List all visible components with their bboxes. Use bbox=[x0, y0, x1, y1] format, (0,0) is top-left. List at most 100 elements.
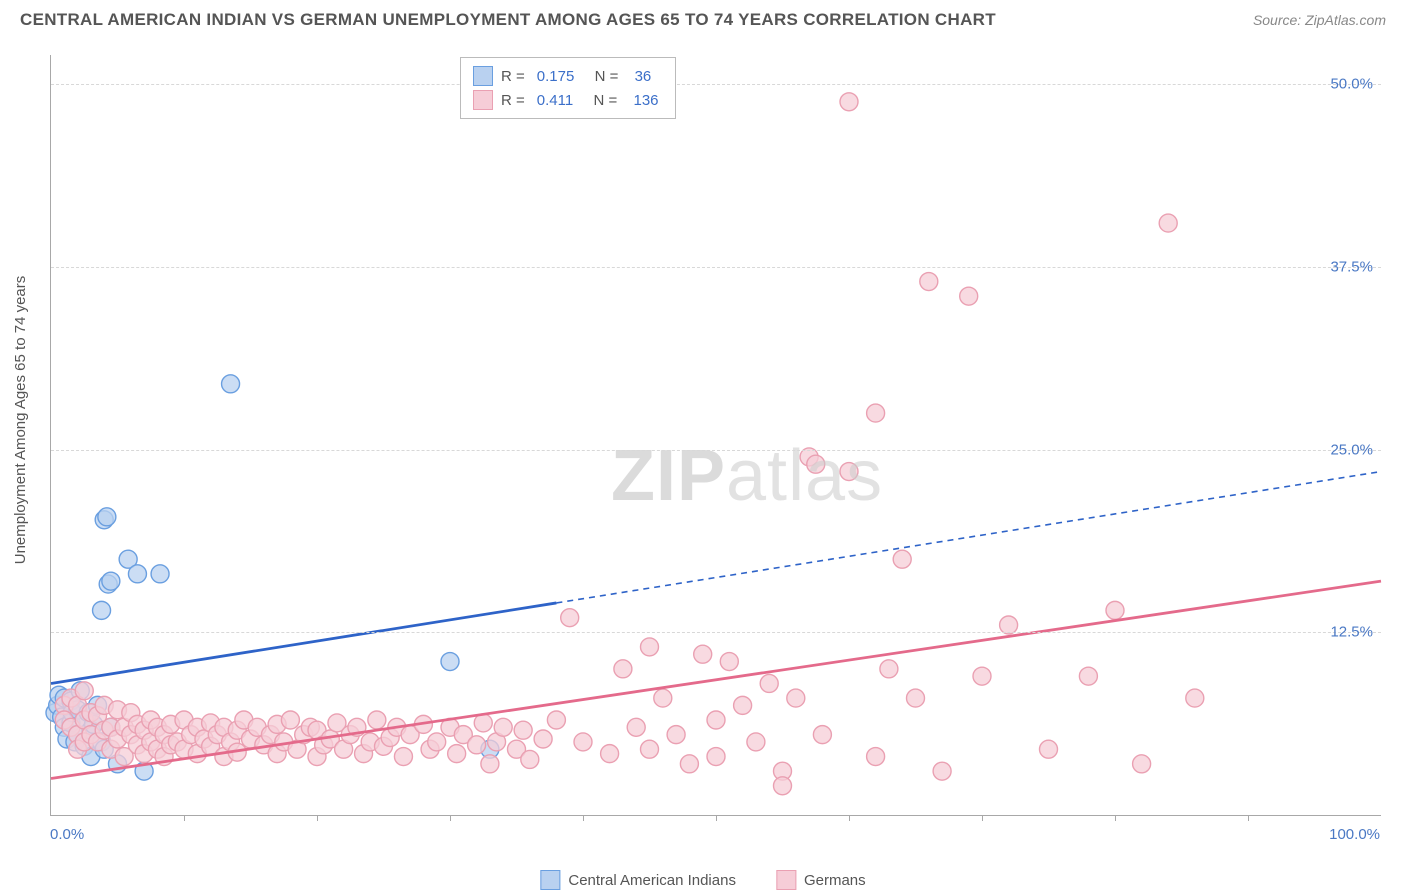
scatter-point-ger bbox=[1106, 601, 1124, 619]
scatter-point-ger bbox=[468, 736, 486, 754]
grid-line bbox=[51, 632, 1381, 633]
scatter-point-ger bbox=[534, 730, 552, 748]
scatter-point-ger bbox=[893, 550, 911, 568]
y-tick-label: 25.0% bbox=[1330, 441, 1373, 458]
y-axis-title: Unemployment Among Ages 65 to 74 years bbox=[12, 276, 29, 565]
scatter-svg bbox=[51, 55, 1381, 815]
plot-region: ZIPatlas 12.5%25.0%37.5%50.0% bbox=[50, 55, 1381, 816]
y-tick-label: 50.0% bbox=[1330, 76, 1373, 93]
scatter-point-ger bbox=[1000, 616, 1018, 634]
scatter-point-ger bbox=[807, 455, 825, 473]
scatter-point-ger bbox=[667, 726, 685, 744]
scatter-point-ger bbox=[601, 745, 619, 763]
source-attribution: Source: ZipAtlas.com bbox=[1253, 12, 1386, 28]
scatter-point-ger bbox=[747, 733, 765, 751]
scatter-point-ger bbox=[1040, 740, 1058, 758]
scatter-point-ger bbox=[641, 740, 659, 758]
x-tick bbox=[716, 815, 717, 821]
scatter-point-ger bbox=[627, 718, 645, 736]
legend-item-cai: Central American Indians bbox=[540, 870, 736, 890]
scatter-point-cai bbox=[441, 653, 459, 671]
scatter-point-ger bbox=[394, 748, 412, 766]
scatter-point-cai bbox=[128, 565, 146, 583]
stats-row-cai: R = 0.175 N = 36 bbox=[473, 64, 663, 88]
stats-row-ger: R = 0.411 N = 136 bbox=[473, 88, 663, 112]
chart-title: CENTRAL AMERICAN INDIAN VS GERMAN UNEMPL… bbox=[20, 10, 996, 30]
y-tick-label: 37.5% bbox=[1330, 258, 1373, 275]
scatter-point-ger bbox=[707, 748, 725, 766]
swatch-icon bbox=[473, 90, 493, 110]
scatter-point-ger bbox=[680, 755, 698, 773]
scatter-point-ger bbox=[561, 609, 579, 627]
scatter-point-ger bbox=[1186, 689, 1204, 707]
stat-n-value: 36 bbox=[626, 68, 655, 85]
grid-line bbox=[51, 450, 1381, 451]
scatter-point-ger bbox=[787, 689, 805, 707]
scatter-point-ger bbox=[654, 689, 672, 707]
scatter-point-ger bbox=[840, 463, 858, 481]
scatter-point-cai bbox=[93, 601, 111, 619]
scatter-point-ger bbox=[1079, 667, 1097, 685]
stat-r-label: R = bbox=[501, 68, 525, 85]
scatter-point-ger bbox=[368, 711, 386, 729]
scatter-point-ger bbox=[933, 762, 951, 780]
correlation-stats-box: R = 0.175 N = 36 R = 0.411 N = 136 bbox=[460, 57, 676, 119]
legend-label: Central American Indians bbox=[568, 872, 736, 889]
scatter-point-cai bbox=[98, 508, 116, 526]
scatter-point-ger bbox=[734, 696, 752, 714]
scatter-point-ger bbox=[973, 667, 991, 685]
scatter-point-ger bbox=[1133, 755, 1151, 773]
x-axis-max-label: 100.0% bbox=[1329, 826, 1380, 843]
scatter-point-ger bbox=[514, 721, 532, 739]
scatter-point-cai bbox=[222, 375, 240, 393]
stat-n-label: N = bbox=[585, 92, 617, 109]
legend-item-ger: Germans bbox=[776, 870, 866, 890]
swatch-icon bbox=[473, 66, 493, 86]
scatter-point-ger bbox=[694, 645, 712, 663]
scatter-point-ger bbox=[774, 777, 792, 795]
scatter-point-cai bbox=[151, 565, 169, 583]
scatter-point-ger bbox=[281, 711, 299, 729]
scatter-point-ger bbox=[707, 711, 725, 729]
scatter-point-ger bbox=[521, 750, 539, 768]
scatter-point-ger bbox=[1159, 214, 1177, 232]
scatter-point-ger bbox=[574, 733, 592, 751]
x-tick bbox=[450, 815, 451, 821]
y-tick-label: 12.5% bbox=[1330, 624, 1373, 641]
stat-r-value: 0.175 bbox=[533, 68, 579, 85]
legend-bottom: Central American Indians Germans bbox=[540, 870, 865, 890]
chart-area: ZIPatlas 12.5%25.0%37.5%50.0% 0.0% 100.0… bbox=[50, 55, 1380, 815]
scatter-point-ger bbox=[614, 660, 632, 678]
scatter-point-ger bbox=[907, 689, 925, 707]
scatter-point-ger bbox=[880, 660, 898, 678]
scatter-point-ger bbox=[960, 287, 978, 305]
x-tick bbox=[184, 815, 185, 821]
scatter-point-ger bbox=[760, 674, 778, 692]
stat-r-label: R = bbox=[501, 92, 525, 109]
x-tick bbox=[317, 815, 318, 821]
scatter-point-ger bbox=[840, 93, 858, 111]
scatter-point-ger bbox=[920, 273, 938, 291]
scatter-point-ger bbox=[867, 748, 885, 766]
stat-r-value: 0.411 bbox=[533, 92, 577, 109]
x-tick bbox=[849, 815, 850, 821]
swatch-icon bbox=[540, 870, 560, 890]
x-tick bbox=[982, 815, 983, 821]
scatter-point-ger bbox=[720, 653, 738, 671]
grid-line bbox=[51, 267, 1381, 268]
scatter-point-cai bbox=[102, 572, 120, 590]
scatter-point-ger bbox=[428, 733, 446, 751]
grid-line bbox=[51, 84, 1381, 85]
scatter-point-ger bbox=[448, 745, 466, 763]
scatter-point-ger bbox=[867, 404, 885, 422]
scatter-point-ger bbox=[813, 726, 831, 744]
scatter-point-ger bbox=[547, 711, 565, 729]
scatter-point-ger bbox=[641, 638, 659, 656]
stat-n-value: 136 bbox=[625, 92, 662, 109]
trend-line-dashed-cai bbox=[556, 472, 1381, 603]
scatter-point-ger bbox=[481, 755, 499, 773]
chart-header: CENTRAL AMERICAN INDIAN VS GERMAN UNEMPL… bbox=[0, 0, 1406, 35]
legend-label: Germans bbox=[804, 872, 866, 889]
stat-n-label: N = bbox=[586, 68, 618, 85]
scatter-point-ger bbox=[75, 682, 93, 700]
